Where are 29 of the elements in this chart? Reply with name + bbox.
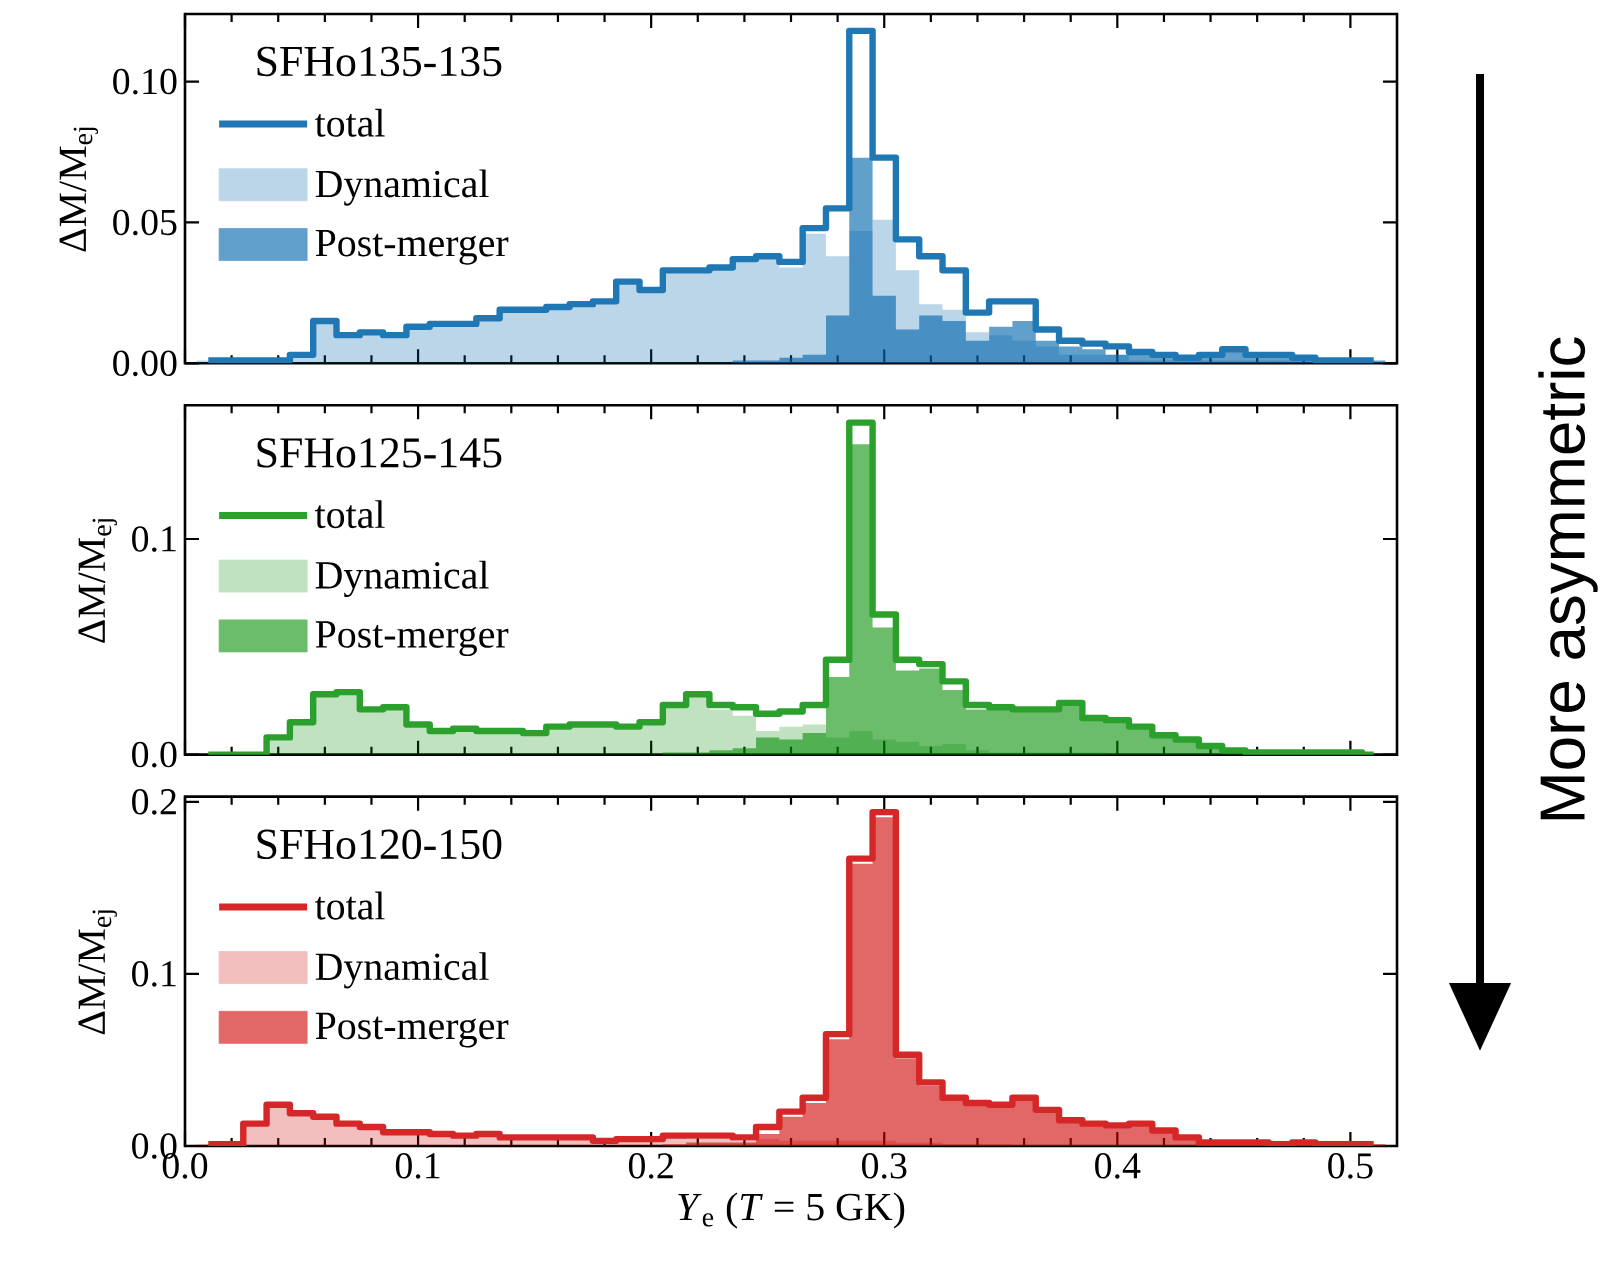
y-axis-title: ΔM/M$_{ej}$ xyxy=(78,910,117,1035)
legend-label: Dynamical xyxy=(315,952,489,989)
legend-label: Post-merger xyxy=(315,621,509,657)
legend-title: SFHo120-150 xyxy=(257,829,502,860)
y-tick-label: 0.00 xyxy=(113,350,177,377)
legend-label: total xyxy=(314,500,385,529)
y-tick-label: 0.2 xyxy=(132,788,176,815)
x-tick-label: 0.1 xyxy=(395,1153,440,1179)
y-tick-label: 0.10 xyxy=(113,68,177,95)
y-tick-label: 0.05 xyxy=(113,209,177,236)
legend-label: Post-merger xyxy=(315,1012,509,1048)
y-tick-label: 0.1 xyxy=(132,526,176,552)
x-tick-label: 0.4 xyxy=(1095,1153,1141,1179)
legend-title: SFHo125-145 xyxy=(257,438,502,468)
legend-label: Dynamical xyxy=(315,169,489,206)
y-axis-title: ΔM/M$_{ej}$ xyxy=(78,519,117,643)
y-tick-label: 0.0 xyxy=(132,741,177,768)
legend-label: total xyxy=(314,891,385,920)
x-tick-label: 0.3 xyxy=(862,1153,907,1179)
legend-label: Dynamical xyxy=(315,560,489,597)
x-tick-label: 0.5 xyxy=(1328,1153,1373,1179)
legend-label: total xyxy=(314,108,385,137)
x-tick-label: 0.2 xyxy=(628,1153,673,1179)
x-axis-title: Y$_{e}$ (T = 5 GK) xyxy=(678,1192,905,1229)
legend-label: Post-merger xyxy=(315,230,509,265)
legend-title: SFHo135-135 xyxy=(257,46,502,77)
y-axis-title: ΔM/M$_{ej}$ xyxy=(59,127,99,252)
text: More asymmetric xyxy=(1538,337,1598,820)
y-tick-label: 0.1 xyxy=(132,961,176,987)
